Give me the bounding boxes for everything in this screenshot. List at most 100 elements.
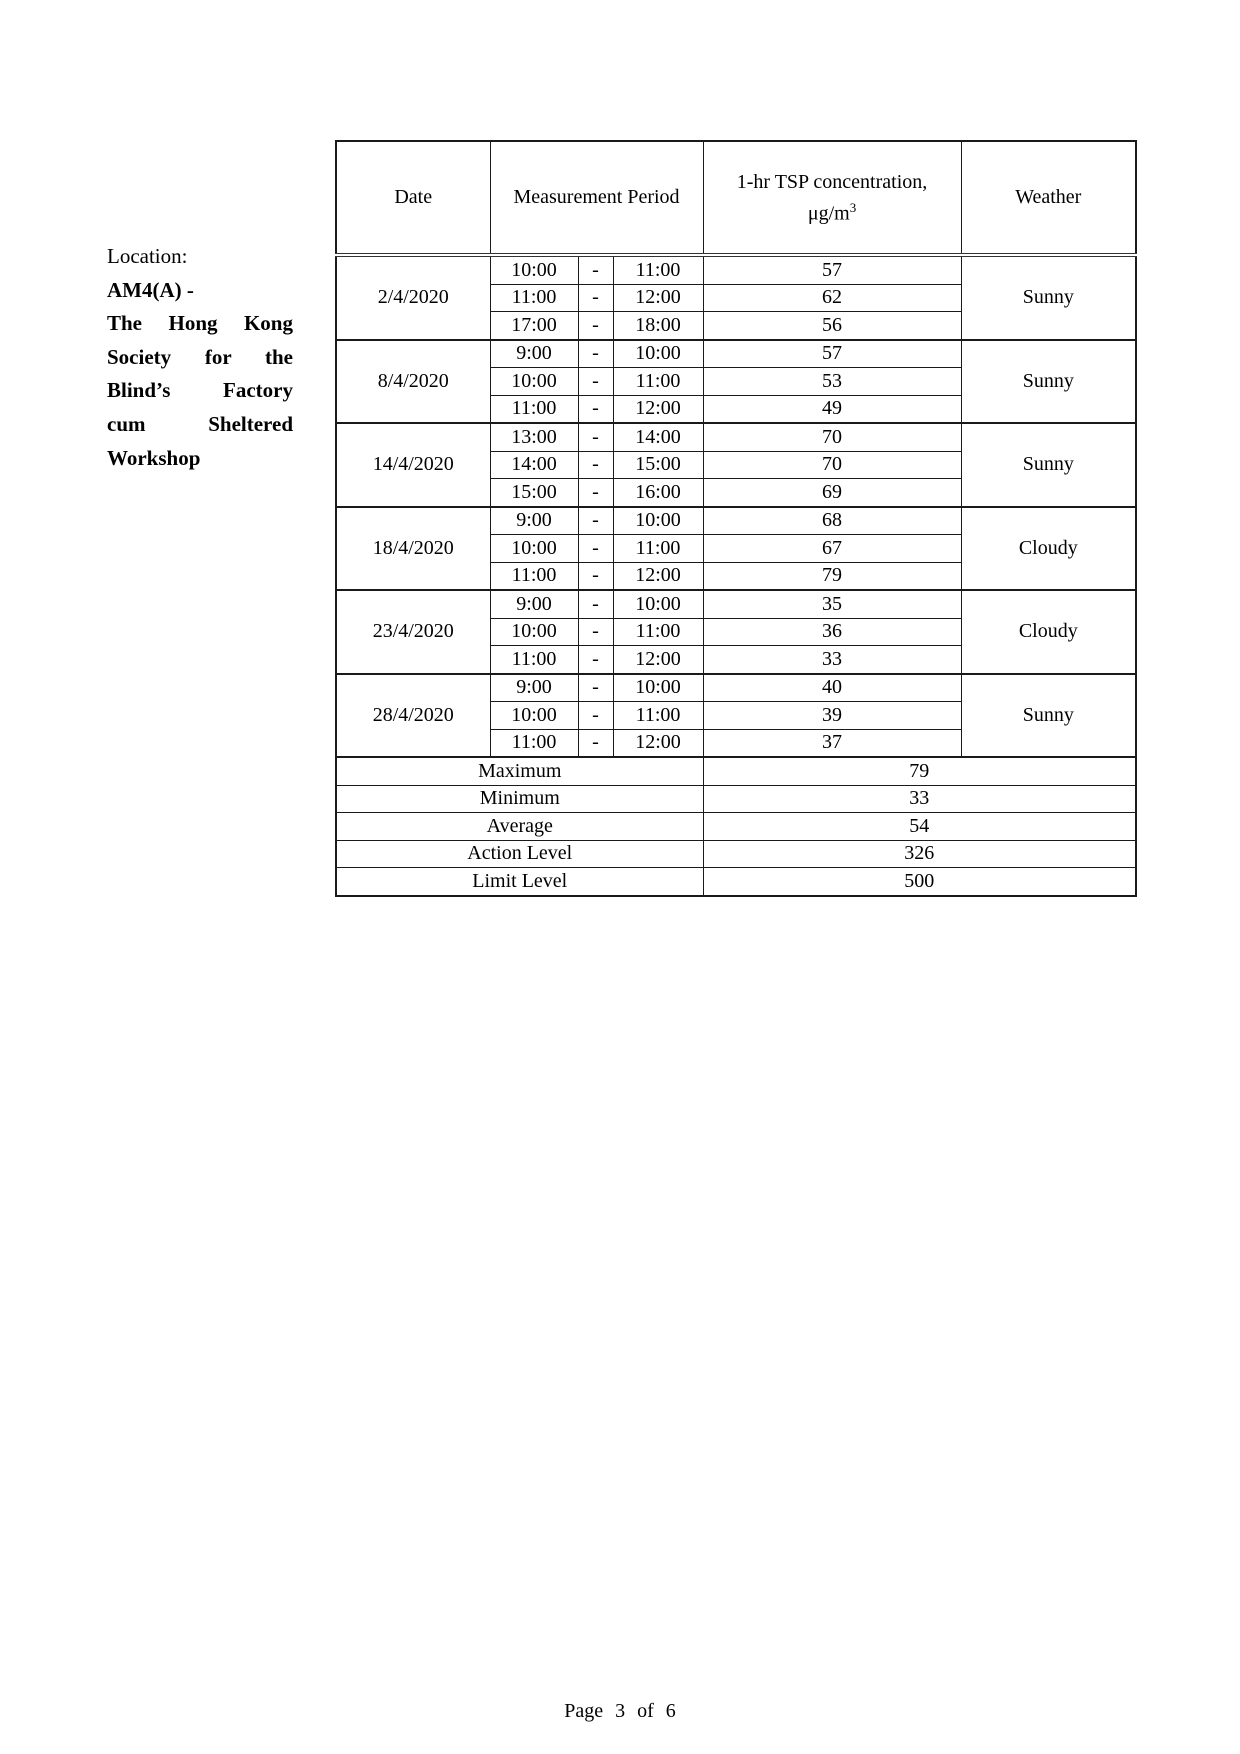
tsp-measurement-table: Date Measurement Period 1-hr TSP concent… <box>334 140 1138 897</box>
summary-label: Limit Level <box>334 867 704 896</box>
period-dash: - <box>577 505 614 535</box>
tsp-value: 57 <box>702 254 962 285</box>
summary-row: Minimum 33 <box>334 784 1138 813</box>
page-number-footer: Page 3 of 6 <box>564 1700 676 1722</box>
table-row: 11:00 - 12:00 49 <box>336 394 1136 424</box>
period-end: 11:00 <box>612 701 704 730</box>
location-name-line: Workshop <box>107 445 201 470</box>
table-row: 28/4/2020 9:00 - 10:00 40 Sunny <box>335 672 1138 758</box>
tsp-value: 69 <box>702 478 962 507</box>
header-tsp-unit: μg/m3 <box>704 195 960 227</box>
period-end: 12:00 <box>612 728 704 758</box>
period-start: 10:00 <box>489 367 579 396</box>
summary-row: Limit Level 500 <box>334 867 1138 896</box>
summary-label: Action Level <box>334 839 704 868</box>
period-end: 16:00 <box>612 478 704 507</box>
tsp-value: 57 <box>702 338 962 368</box>
period-start: 9:00 <box>489 589 579 619</box>
period-dash: - <box>577 617 614 646</box>
period-start: 11:00 <box>489 283 579 312</box>
period-dash: - <box>577 561 614 591</box>
period-start: 15:00 <box>489 478 579 507</box>
weather-cell: Sunny <box>960 338 1138 424</box>
tsp-value: 70 <box>702 422 962 452</box>
summary-value: 33 <box>702 784 1138 813</box>
period-end: 11:00 <box>612 534 704 563</box>
period-end: 10:00 <box>612 338 704 368</box>
period-dash: - <box>577 478 614 507</box>
summary-value: 54 <box>702 812 1138 841</box>
period-dash: - <box>577 450 614 479</box>
table-row: 17:00 - 18:00 56 <box>336 311 1136 340</box>
table-row: 14/4/2020 13:00 - 14:00 70 Sunny <box>335 422 1138 507</box>
summary-label: Average <box>334 812 704 841</box>
period-dash: - <box>577 254 614 285</box>
tsp-value: 70 <box>702 450 962 479</box>
date-cell: 2/4/2020 <box>335 254 491 340</box>
period-start: 10:00 <box>489 254 579 285</box>
tsp-value: 37 <box>702 728 962 758</box>
weather-cell: Cloudy <box>960 505 1138 591</box>
period-end: 12:00 <box>612 561 704 591</box>
tsp-value: 33 <box>702 645 962 674</box>
period-dash: - <box>577 589 614 619</box>
tsp-value: 40 <box>702 672 962 702</box>
location-name-line: Society for the <box>107 344 293 369</box>
period-dash: - <box>577 728 614 758</box>
table-row: 11:00 - 12:00 37 <box>336 728 1136 758</box>
weather-cell: Sunny <box>960 422 1138 507</box>
period-end: 12:00 <box>612 645 704 674</box>
table-row: 2/4/2020 10:00 - 11:00 57 Sunny <box>335 254 1138 340</box>
weather-cell: Sunny <box>960 672 1138 758</box>
summary-row: Action Level 326 <box>334 839 1138 868</box>
date-cell: 23/4/2020 <box>335 589 491 674</box>
table-row: 10:00 - 11:00 39 <box>336 701 1136 730</box>
tsp-value: 56 <box>702 311 962 340</box>
period-start: 9:00 <box>489 338 579 368</box>
period-dash: - <box>577 534 614 563</box>
period-dash: - <box>577 422 614 452</box>
period-start: 11:00 <box>489 394 579 424</box>
table-row: 10:00 - 11:00 53 <box>336 367 1136 396</box>
summary-row: Average 54 <box>334 812 1138 841</box>
table-header-row: Date Measurement Period 1-hr TSP concent… <box>335 140 1138 257</box>
tsp-value: 35 <box>702 589 962 619</box>
period-dash: - <box>577 394 614 424</box>
table-row: 18/4/2020 9:00 - 10:00 68 Cloudy <box>335 505 1138 591</box>
weather-cell: Cloudy <box>960 589 1138 674</box>
period-end: 10:00 <box>612 672 704 702</box>
location-name-line: cum Sheltered <box>107 411 293 436</box>
period-end: 11:00 <box>612 254 704 285</box>
header-tsp-unit-base: μg/m <box>807 202 850 225</box>
period-end: 11:00 <box>612 617 704 646</box>
period-dash: - <box>577 645 614 674</box>
table-row: 15:00 - 16:00 69 <box>336 478 1136 507</box>
table-row: 23/4/2020 9:00 - 10:00 35 Cloudy <box>335 589 1138 674</box>
location-name-line: AM4(A) - <box>107 277 194 302</box>
header-tsp-unit-exponent: 3 <box>849 199 857 215</box>
period-start: 10:00 <box>489 534 579 563</box>
period-start: 11:00 <box>489 561 579 591</box>
header-date: Date <box>335 140 491 257</box>
date-cell: 28/4/2020 <box>335 672 491 758</box>
period-dash: - <box>577 367 614 396</box>
header-measurement-period: Measurement Period <box>489 140 704 257</box>
period-dash: - <box>577 283 614 312</box>
period-end: 12:00 <box>612 394 704 424</box>
period-end: 10:00 <box>612 505 704 535</box>
table-row: 11:00 - 12:00 79 <box>336 561 1136 591</box>
date-cell: 18/4/2020 <box>335 505 491 591</box>
period-dash: - <box>577 338 614 368</box>
table-row: 10:00 - 11:00 67 <box>336 534 1136 563</box>
tsp-value: 39 <box>702 701 962 730</box>
date-cell: 14/4/2020 <box>335 422 491 507</box>
period-start: 10:00 <box>489 701 579 730</box>
period-end: 11:00 <box>612 367 704 396</box>
period-end: 18:00 <box>612 311 704 340</box>
weather-cell: Sunny <box>960 254 1138 340</box>
summary-value: 326 <box>702 839 1138 868</box>
tsp-value: 79 <box>702 561 962 591</box>
period-start: 14:00 <box>489 450 579 479</box>
header-weather: Weather <box>960 140 1138 257</box>
